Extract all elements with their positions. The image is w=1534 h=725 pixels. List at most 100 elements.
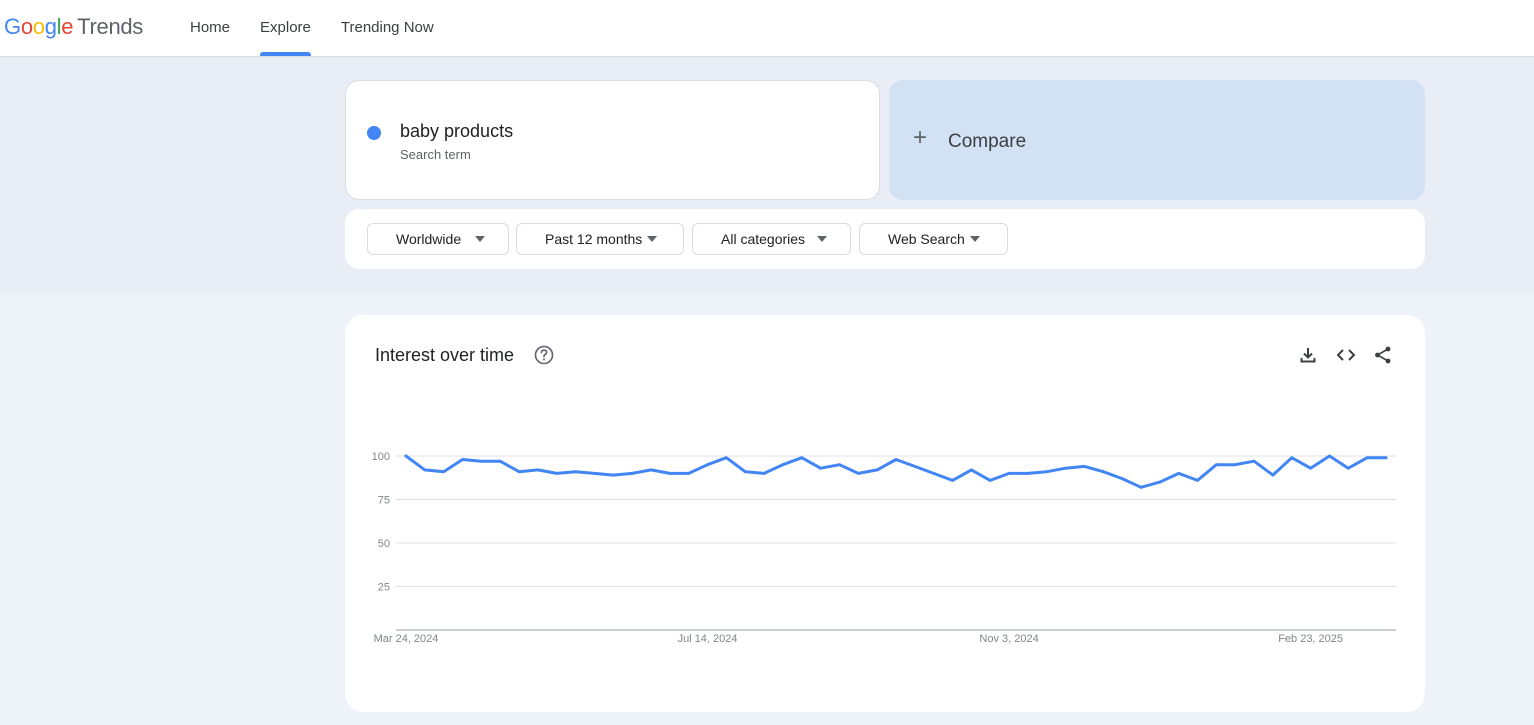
data-point (1365, 456, 1369, 460)
data-point (969, 468, 973, 472)
data-point (894, 458, 898, 461)
y-tick-label: 25 (378, 582, 390, 594)
data-point (668, 472, 672, 475)
logo-letter: o (20, 14, 33, 39)
data-point (1026, 472, 1030, 475)
interest-over-time-card: 25 50 75 100 Mar 24, 2024 Jul 14, 2024 Nov 3, … (345, 315, 1425, 712)
search-property-dropdown-label: Web Search (888, 231, 965, 247)
dropdown-arrow-icon (647, 236, 657, 242)
filters-bar: Worldwide Past 12 months All categories … (345, 209, 1425, 269)
compare-button[interactable]: + Compare (889, 80, 1425, 200)
search-term-text[interactable]: baby products (400, 121, 514, 141)
x-tick-label: Mar 24, 2024 (374, 633, 439, 645)
data-point (800, 456, 804, 460)
main-nav: Home Explore Trending Now (190, 0, 464, 56)
top-header: Google Trends Home Explore Trending Now (0, 0, 1534, 57)
region-dropdown[interactable]: Worldwide (367, 223, 509, 255)
data-point (988, 478, 992, 482)
data-point (442, 470, 446, 474)
time-range-dropdown-label: Past 12 months (545, 231, 643, 247)
data-point (423, 468, 427, 472)
logo-product-name: Trends (77, 14, 144, 39)
data-point (762, 472, 766, 475)
interest-over-time-chart: 25 50 75 100 Mar 24, 2024 Jul 14, 2024 Nov 3, … (372, 451, 1396, 645)
data-point (611, 473, 615, 477)
data-point (479, 459, 483, 463)
embed-code-icon[interactable] (1336, 345, 1356, 365)
data-point (743, 470, 747, 474)
data-point (932, 472, 936, 475)
data-point (687, 472, 691, 475)
data-point (875, 468, 879, 472)
data-point (1252, 459, 1256, 463)
nav-explore[interactable]: Explore (260, 0, 311, 56)
data-point (649, 468, 653, 472)
x-tick-label: Nov 3, 2024 (979, 633, 1038, 645)
logo-letter: G (4, 14, 21, 39)
data-point (1101, 470, 1105, 474)
region-dropdown-label: Worldwide (396, 231, 462, 247)
compare-label: Compare (948, 131, 1027, 152)
dropdown-arrow-icon (817, 236, 827, 242)
dropdown-arrow-icon (475, 236, 485, 242)
data-point (1139, 485, 1143, 489)
data-point (1045, 470, 1049, 474)
logo-letter: l (56, 14, 62, 39)
category-dropdown-label: All categories (721, 231, 806, 247)
chart-title: Interest over time (375, 345, 515, 365)
data-point (1158, 480, 1162, 484)
data-point (1233, 463, 1237, 467)
logo-letter: e (61, 14, 74, 39)
data-point (404, 454, 408, 458)
search-term-card[interactable]: baby products Search term (345, 80, 880, 200)
data-point (1290, 456, 1294, 460)
data-point (781, 463, 785, 467)
data-point (856, 472, 860, 475)
data-point (913, 465, 917, 468)
data-point (706, 463, 709, 467)
search-property-dropdown[interactable]: Web Search (859, 223, 1008, 255)
data-point (1083, 465, 1086, 468)
help-icon[interactable] (534, 345, 554, 365)
term-color-dot (367, 126, 381, 140)
data-point (1007, 472, 1011, 475)
data-point (517, 470, 521, 474)
data-point (1346, 466, 1350, 470)
data-point (498, 459, 502, 463)
download-icon[interactable] (1298, 345, 1318, 365)
nav-home[interactable]: Home (190, 19, 231, 36)
google-trends-logo[interactable]: Google Trends (4, 14, 143, 40)
search-term-type: Search term (400, 147, 471, 162)
data-point (1064, 466, 1068, 470)
y-tick-label: 100 (372, 451, 390, 463)
y-tick-label: 50 (378, 538, 390, 550)
data-point (951, 478, 954, 482)
plus-icon: + (913, 124, 928, 151)
data-point (593, 472, 596, 475)
data-point (1309, 466, 1313, 470)
data-point (461, 458, 464, 461)
logo-letter: g (44, 14, 57, 39)
time-range-dropdown[interactable]: Past 12 months (516, 223, 684, 255)
data-point (1120, 477, 1124, 481)
data-point (630, 472, 634, 475)
data-point (1271, 473, 1275, 477)
x-tick-label: Feb 23, 2025 (1278, 633, 1343, 645)
data-point (1177, 472, 1181, 475)
data-point (1196, 478, 1199, 482)
nav-trending-now[interactable]: Trending Now (340, 19, 434, 36)
data-point (1328, 454, 1331, 458)
data-point (1384, 456, 1388, 460)
category-dropdown[interactable]: All categories (692, 223, 851, 255)
share-icon[interactable] (1373, 345, 1393, 365)
data-point (536, 468, 540, 472)
data-point (555, 472, 559, 475)
data-point (574, 470, 578, 474)
data-point (819, 466, 823, 470)
data-point (838, 463, 841, 467)
data-point (1214, 463, 1218, 467)
logo-letter: o (32, 14, 45, 39)
y-tick-label: 75 (378, 495, 390, 507)
x-tick-label: Jul 14, 2024 (678, 633, 738, 645)
dropdown-arrow-icon (970, 236, 980, 242)
